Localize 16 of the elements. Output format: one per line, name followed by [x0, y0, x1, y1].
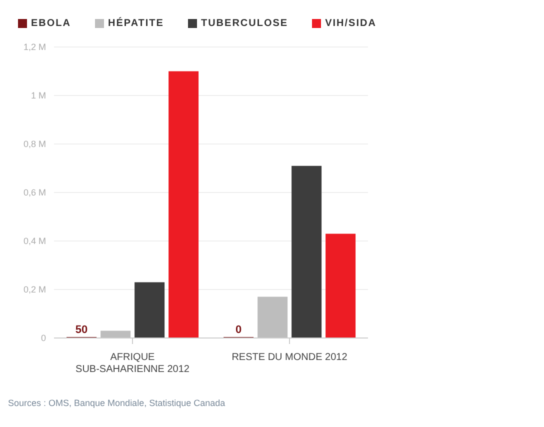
legend-label: TUBERCULOSE — [200, 18, 288, 29]
legend-label: VIH/SIDA — [325, 18, 376, 29]
y-tick-label: 0,8 M — [23, 139, 46, 150]
y-tick-label: 0 — [40, 333, 46, 344]
data-label: 0 — [235, 324, 242, 336]
y-tick-label: 1,2 M — [23, 42, 46, 52]
y-tick-label: 1 M — [30, 90, 46, 101]
y-tick-label: 0,4 M — [23, 236, 46, 246]
data-label: 50 — [75, 324, 88, 336]
x-tick-label: RESTE DU MONDE 2012 — [232, 352, 348, 363]
source-note: Sources : OMS, Banque Mondiale, Statistique Canada — [8, 398, 226, 408]
legend-label: EBOLA — [31, 18, 71, 29]
legend-label: HÉPATITE — [108, 18, 164, 29]
x-tick-label: AFRIQUE SUB-SAHARIENNE 2012 — [76, 352, 190, 375]
y-tick-label: 0,2 M — [23, 284, 46, 295]
y-tick-label: 0,6 M — [23, 188, 46, 198]
